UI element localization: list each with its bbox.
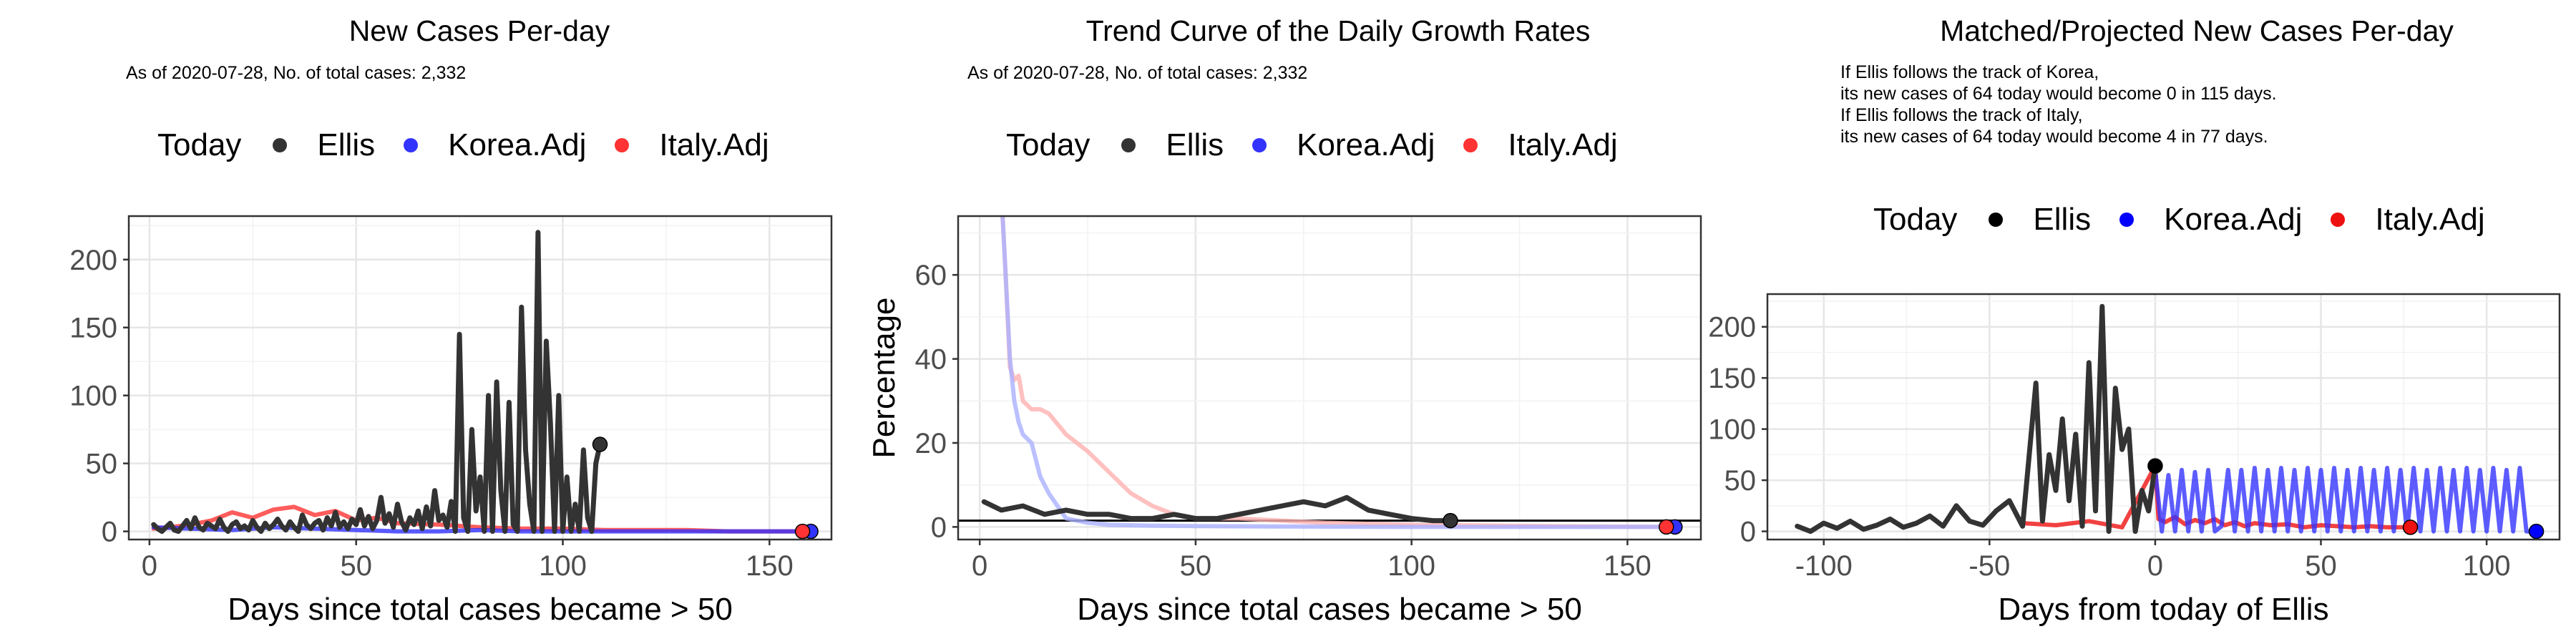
x-tick-label: 0 xyxy=(2147,550,2163,582)
series-group xyxy=(1795,303,2539,535)
series-line-korea-adj xyxy=(2152,466,2539,534)
x-tick-label: 150 xyxy=(746,550,794,582)
chart-legend: Today Ellis Korea.Adj Italy.Adj xyxy=(157,127,798,163)
note-line: its new cases of 64 today would become 4… xyxy=(1840,127,2268,147)
legend-label: Italy.Adj xyxy=(2375,202,2485,237)
today-point-italy-adj xyxy=(1658,519,1674,535)
legend-item-korea: Korea.Adj xyxy=(1252,127,1435,163)
legend-label: Italy.Adj xyxy=(1508,127,1618,162)
series-line-ellis xyxy=(981,494,1453,524)
series-line-ellis xyxy=(151,230,602,535)
chart-panel-projected: Matched/Projected New Cases Per-day If E… xyxy=(1708,0,2576,644)
y-tick-label: 50 xyxy=(1724,465,1757,497)
chart-panel-new-cases: New Cases Per-day As of 2020-07-28, No. … xyxy=(0,0,859,644)
x-tick-label: 150 xyxy=(1604,550,1652,582)
today-point-italy-adj xyxy=(794,523,811,540)
chart-panel-growth-rates: Trend Curve of the Daily Growth Rates As… xyxy=(859,0,1717,644)
x-tick-label: 50 xyxy=(1180,550,1212,582)
chart-subtitle: As of 2020-07-28, No. of total cases: 2,… xyxy=(126,63,467,83)
note-line: If Ellis follows the track of Korea, xyxy=(1840,62,2099,82)
legend-item-korea: Korea.Adj xyxy=(2119,202,2302,238)
y-tick-label: 40 xyxy=(915,344,947,376)
note-line: its new cases of 64 today would become 0… xyxy=(1840,84,2277,104)
x-tick-label: 100 xyxy=(2463,550,2511,582)
series-line-korea-adj xyxy=(1000,216,1673,530)
x-tick-label: -100 xyxy=(1795,550,1853,582)
x-tick-label: 50 xyxy=(340,550,372,582)
y-tick-label: 150 xyxy=(69,313,117,344)
y-tick-label: 0 xyxy=(1740,517,1756,548)
x-axis-title: Days from today of Ellis xyxy=(1998,592,2328,627)
legend-dot-icon xyxy=(2331,213,2346,227)
legend-label: Korea.Adj xyxy=(2164,202,2303,237)
legend-title: Today xyxy=(1006,127,1091,162)
legend-dot-icon xyxy=(404,138,419,152)
y-axis-title: Percentage xyxy=(867,297,902,458)
legend-dot-icon xyxy=(1989,213,2004,227)
plot-border xyxy=(127,215,833,541)
chart-plot: -100 -50 0 50 100 0 50 100 150 200 Days from today… xyxy=(1708,293,2561,627)
y-tick-label: 200 xyxy=(1708,312,1756,343)
legend-item-korea: Korea.Adj xyxy=(404,127,586,163)
plot-border xyxy=(957,215,1702,541)
x-axis-title: Days since total cases became > 50 xyxy=(1077,592,1582,627)
y-tick-label: 0 xyxy=(931,512,947,543)
legend-dot-icon xyxy=(273,138,288,152)
x-tick-label: 50 xyxy=(2305,550,2337,582)
legend-dot-icon xyxy=(2119,213,2135,227)
legend-title: Today xyxy=(157,127,242,162)
series-line-italy-adj xyxy=(1000,216,1664,530)
chart-title: Trend Curve of the Daily Growth Rates xyxy=(1085,14,1591,47)
legend-label: Ellis xyxy=(1166,127,1224,162)
x-tick-label: 0 xyxy=(972,550,987,582)
x-tick-label: 0 xyxy=(142,550,157,582)
x-tick-label: 100 xyxy=(1387,550,1435,582)
legend-label: Korea.Adj xyxy=(1297,127,1435,162)
legend-item-italy: Italy.Adj xyxy=(615,127,769,163)
y-tick-label: 100 xyxy=(1708,414,1756,446)
series-line-ellis xyxy=(1795,303,2158,535)
y-tick-label: 50 xyxy=(86,449,118,480)
chart-title: Matched/Projected New Cases Per-day xyxy=(1940,14,2454,47)
legend-label: Ellis xyxy=(2033,202,2092,237)
chart-plot: 0 50 100 150 0 20 40 60 Days since total cases b… xyxy=(867,215,1702,627)
y-tick-label: 150 xyxy=(1708,363,1756,394)
today-point-italy-adj xyxy=(2402,519,2419,535)
legend-item-ellis: Ellis xyxy=(1121,127,1224,163)
legend-title: Today xyxy=(1873,202,1958,237)
chart-legend: Today Ellis Korea.Adj Italy.Adj xyxy=(1873,202,2514,238)
chart-subtitle: As of 2020-07-28, No. of total cases: 2,… xyxy=(967,63,1308,83)
chart-note: If Ellis follows the track of Korea, its… xyxy=(1840,62,2277,147)
x-axis-title: Days since total cases became > 50 xyxy=(228,592,733,627)
legend-label: Korea.Adj xyxy=(448,127,587,162)
legend-item-italy: Italy.Adj xyxy=(2331,202,2485,238)
legend-dot-icon xyxy=(1121,138,1136,152)
chart-legend: Today Ellis Korea.Adj Italy.Adj xyxy=(1006,127,1646,163)
y-tick-label: 60 xyxy=(915,260,947,291)
today-point-ellis xyxy=(592,436,608,452)
legend-item-ellis: Ellis xyxy=(273,127,375,163)
chart-title: New Cases Per-day xyxy=(348,14,610,47)
legend-item-italy: Italy.Adj xyxy=(1463,127,1618,163)
legend-label: Italy.Adj xyxy=(659,127,769,162)
legend-dot-icon xyxy=(615,138,630,152)
y-tick-label: 200 xyxy=(69,245,117,276)
legend-dot-icon xyxy=(1463,138,1478,152)
legend-item-ellis: Ellis xyxy=(1989,202,2091,238)
chart-plot: 0 50 100 150 0 50 100 150 200 Days since total ca… xyxy=(69,215,833,627)
x-tick-label: 100 xyxy=(539,550,587,582)
y-tick-label: 100 xyxy=(69,381,117,412)
y-tick-label: 0 xyxy=(102,517,117,548)
today-point-ellis xyxy=(1443,512,1458,529)
note-line: If Ellis follows the track of Italy, xyxy=(1840,105,2083,125)
today-point-ellis xyxy=(2147,458,2163,474)
legend-label: Ellis xyxy=(317,127,376,162)
x-tick-label: -50 xyxy=(1968,550,2010,582)
y-tick-label: 20 xyxy=(915,428,947,459)
today-point-korea-adj xyxy=(2528,523,2545,540)
series-group xyxy=(981,216,1673,530)
series-group xyxy=(151,230,814,535)
plot-border xyxy=(1766,293,2561,541)
legend-dot-icon xyxy=(1252,138,1267,152)
